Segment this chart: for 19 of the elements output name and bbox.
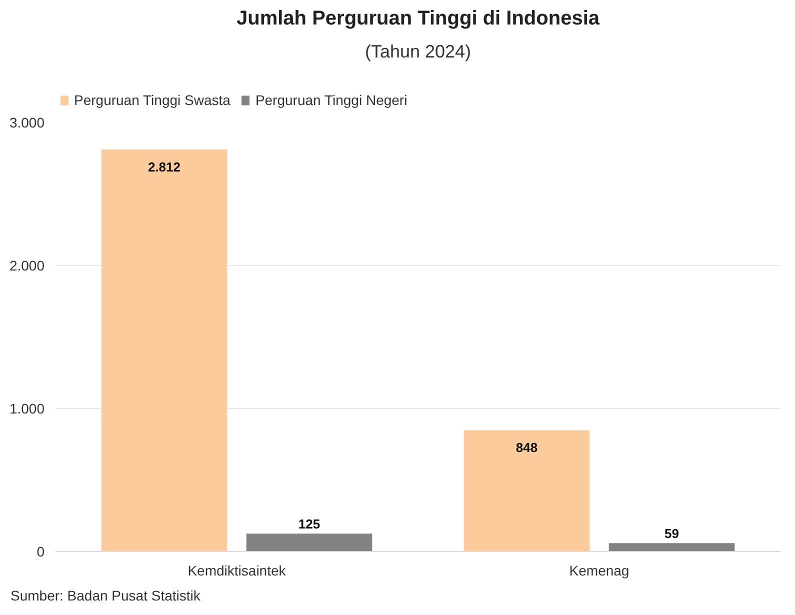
x-tick-label: Kemdiktisaintek (188, 562, 287, 578)
y-tick-label: 0 (36, 544, 45, 560)
data-label: 59 (664, 526, 679, 542)
text: Sumber: Badan Pusat Statistik (10, 588, 202, 604)
legend-label: Perguruan Tinggi Swasta (74, 92, 230, 108)
bar (246, 534, 372, 552)
bar (101, 149, 228, 552)
chart-title: Jumlah Perguruan Tinggi di Indonesia (236, 8, 600, 30)
data-label: 125 (298, 516, 320, 532)
chart-subtitle: (Tahun 2024) (364, 42, 472, 62)
y-tick-label: 1.000 (9, 400, 45, 416)
y-tick-label: 2.000 (9, 258, 45, 274)
bar (464, 430, 590, 552)
data-label: 848 (516, 440, 538, 456)
legend-label: Perguruan Tinggi Negeri (255, 92, 408, 108)
data-label: 2.812 (148, 159, 181, 174)
y-tick-label: 3.000 (9, 114, 45, 130)
x-tick-label: Kemenag (569, 562, 630, 578)
bar (608, 543, 735, 552)
